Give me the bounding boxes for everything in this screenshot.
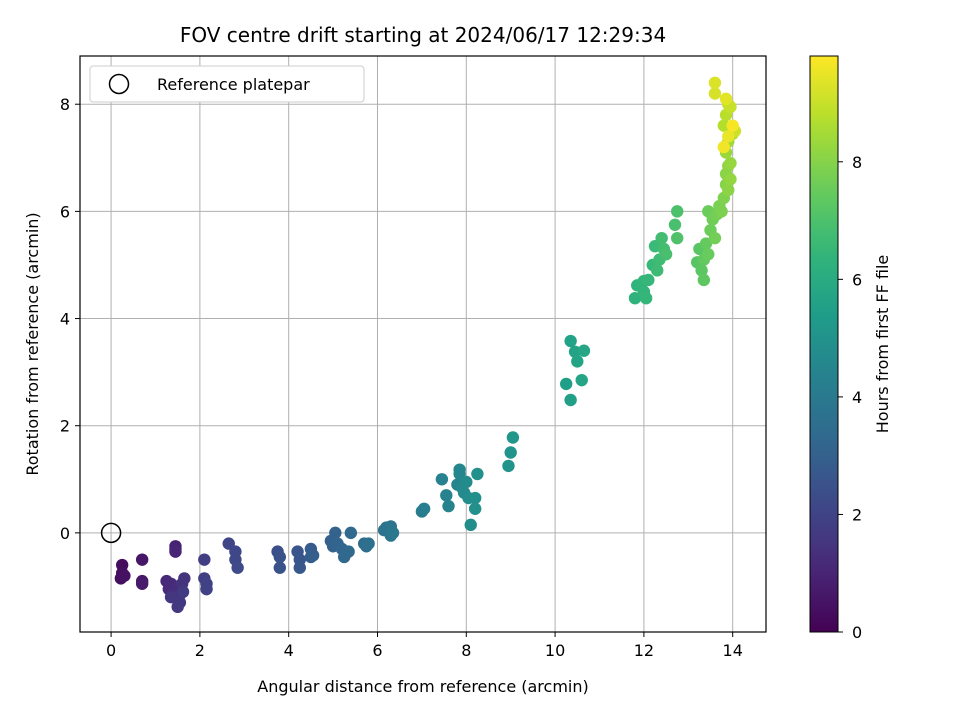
data-point — [559, 377, 573, 391]
y-tick-label: 4 — [60, 310, 70, 329]
data-point — [719, 92, 733, 106]
data-point — [668, 218, 682, 231]
data-point — [571, 355, 584, 368]
data-point — [575, 373, 588, 387]
data-point — [717, 140, 731, 154]
data-point — [564, 334, 577, 348]
data-point — [200, 582, 213, 596]
data-point — [695, 264, 708, 277]
reference-point-marker — [100, 522, 122, 544]
data-point — [697, 273, 711, 287]
data-point — [722, 130, 735, 143]
data-point — [442, 499, 455, 513]
data-point — [362, 537, 375, 550]
x-tick-label: 4 — [284, 641, 294, 660]
data-point — [506, 431, 520, 444]
data-point — [273, 561, 287, 574]
data-points — [114, 76, 742, 614]
data-point — [702, 248, 715, 261]
data-point — [651, 264, 664, 277]
data-point — [717, 119, 731, 132]
data-point — [306, 549, 320, 562]
y-tick-label: 6 — [60, 202, 70, 221]
colorbar-tick-label: 8 — [852, 153, 862, 172]
x-tick-label: 0 — [106, 641, 116, 660]
colorbar-tick-label: 6 — [852, 270, 862, 289]
y-tick-label: 2 — [60, 417, 70, 436]
y-tick-label: 0 — [60, 524, 70, 543]
data-point — [471, 467, 484, 481]
data-point — [655, 231, 668, 245]
data-point — [708, 87, 722, 100]
data-point — [342, 545, 355, 558]
data-point — [178, 572, 191, 585]
colorbar-tick-label: 4 — [852, 388, 862, 407]
data-point — [273, 550, 287, 564]
chart-title: FOV centre drift starting at 2024/06/17 … — [180, 23, 666, 47]
y-axis-label: Rotation from reference (arcmin) — [23, 212, 42, 475]
x-tick-label: 12 — [634, 641, 654, 660]
data-point — [344, 526, 358, 540]
data-point — [135, 553, 149, 566]
plot-frame — [79, 55, 767, 633]
data-point — [642, 273, 655, 287]
x-tick-label: 8 — [461, 641, 471, 660]
data-point — [502, 459, 515, 473]
data-point — [198, 553, 211, 566]
data-point — [670, 231, 684, 245]
data-point — [135, 577, 149, 590]
data-point — [724, 173, 737, 186]
grid-lines — [80, 56, 766, 632]
data-point — [504, 446, 517, 459]
x-tick-label: 10 — [545, 641, 565, 660]
data-point — [231, 561, 244, 574]
x-tick-label: 6 — [372, 641, 382, 660]
data-point — [440, 489, 453, 502]
data-point — [329, 526, 342, 540]
y-tick-label: 8 — [60, 95, 70, 114]
colorbar-label: Hours from first FF file — [873, 255, 892, 434]
data-point — [724, 156, 737, 170]
data-point — [460, 475, 473, 489]
legend-marker — [108, 73, 130, 95]
data-point — [628, 291, 642, 305]
data-point — [464, 518, 477, 532]
data-point — [417, 502, 431, 515]
x-tick-label: 14 — [723, 641, 743, 660]
data-point — [699, 237, 713, 250]
x-tick-label: 2 — [195, 641, 205, 660]
data-point — [386, 526, 400, 540]
data-point — [468, 491, 482, 505]
data-point — [293, 561, 306, 574]
data-point — [564, 393, 577, 407]
data-point — [722, 183, 735, 197]
data-point — [118, 569, 131, 582]
data-point — [169, 545, 182, 558]
data-point — [708, 231, 722, 245]
data-point — [726, 119, 739, 132]
data-point — [715, 205, 728, 218]
data-point — [670, 205, 684, 218]
colorbar — [809, 55, 839, 633]
colorbar-tick-label: 0 — [852, 623, 862, 642]
legend-box — [89, 65, 365, 103]
data-point — [708, 76, 722, 89]
data-point — [164, 590, 178, 604]
data-point — [468, 502, 482, 515]
data-point — [659, 248, 673, 261]
data-point — [453, 463, 466, 476]
data-point — [171, 600, 184, 614]
legend: Reference platepar — [89, 65, 365, 103]
data-point — [577, 344, 591, 357]
data-point — [435, 473, 449, 486]
x-axis-label: Angular distance from reference (arcmin) — [257, 677, 588, 696]
data-point — [176, 585, 190, 599]
data-point — [639, 291, 653, 305]
colorbar-tick-label: 2 — [852, 505, 862, 524]
legend-label: Reference platepar — [157, 75, 310, 94]
